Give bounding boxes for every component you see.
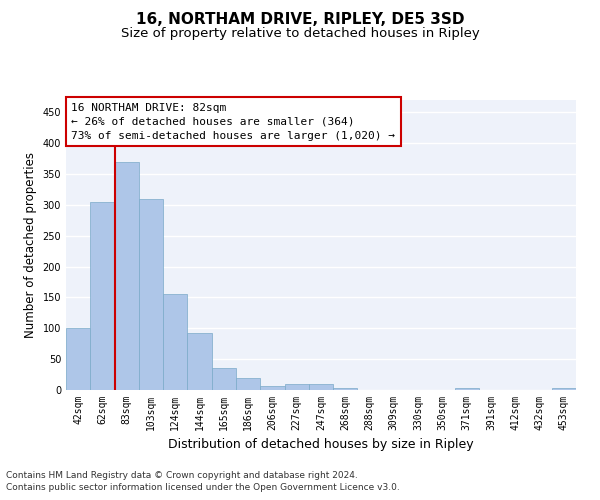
Bar: [260, 386, 284, 390]
Bar: [212, 368, 236, 390]
Text: Contains public sector information licensed under the Open Government Licence v3: Contains public sector information licen…: [6, 484, 400, 492]
Y-axis label: Number of detached properties: Number of detached properties: [24, 152, 37, 338]
Bar: [333, 388, 358, 390]
Bar: [66, 328, 90, 390]
Text: 16, NORTHAM DRIVE, RIPLEY, DE5 3SD: 16, NORTHAM DRIVE, RIPLEY, DE5 3SD: [136, 12, 464, 28]
Bar: [187, 333, 212, 390]
Bar: [552, 388, 576, 390]
Bar: [236, 378, 260, 390]
Bar: [90, 202, 115, 390]
X-axis label: Distribution of detached houses by size in Ripley: Distribution of detached houses by size …: [168, 438, 474, 452]
Bar: [309, 384, 333, 390]
Text: Contains HM Land Registry data © Crown copyright and database right 2024.: Contains HM Land Registry data © Crown c…: [6, 471, 358, 480]
Bar: [284, 384, 309, 390]
Bar: [163, 294, 187, 390]
Bar: [115, 162, 139, 390]
Bar: [139, 198, 163, 390]
Bar: [455, 388, 479, 390]
Text: Size of property relative to detached houses in Ripley: Size of property relative to detached ho…: [121, 28, 479, 40]
Text: 16 NORTHAM DRIVE: 82sqm
← 26% of detached houses are smaller (364)
73% of semi-d: 16 NORTHAM DRIVE: 82sqm ← 26% of detache…: [71, 103, 395, 141]
